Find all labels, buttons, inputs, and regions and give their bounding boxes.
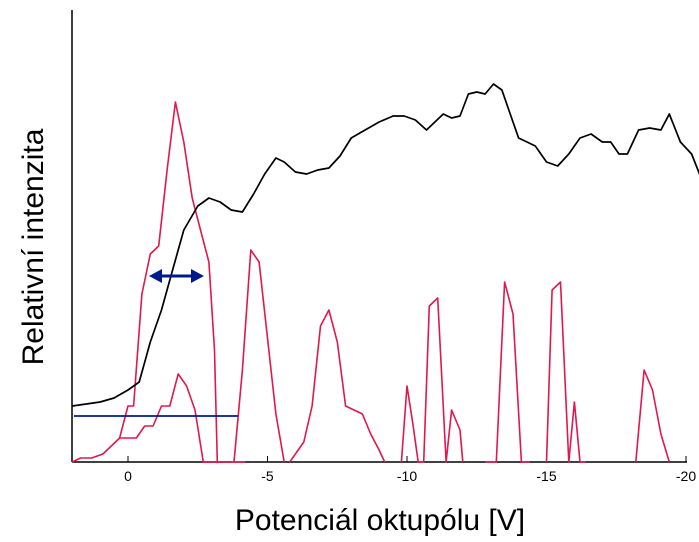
x-tick-label: -15: [536, 468, 556, 484]
series-red-peak: [400, 297, 464, 463]
x-tick-label: -20: [676, 468, 696, 484]
x-tick-label: -5: [261, 468, 274, 484]
x-axis-title: Potenciál oktupólu [V]: [235, 504, 525, 537]
x-tick-label: 0: [124, 468, 132, 484]
x-tick-label: -10: [397, 468, 417, 484]
series-red-main-peak: [118, 101, 219, 463]
y-axis-title: Relativní intenzita: [17, 128, 50, 365]
series-red: [71, 101, 671, 463]
fwhm-arrowhead-right: [191, 269, 204, 283]
series-black: [72, 83, 699, 407]
series-red-peak: [545, 281, 586, 463]
series-red-peak: [289, 309, 386, 463]
fwhm-annotation: [149, 269, 204, 283]
series-red-line: [71, 373, 232, 463]
series-red-peak: [635, 369, 671, 463]
series-red-peak: [485, 281, 530, 463]
fwhm-arrowhead-left: [149, 269, 162, 283]
series-black-line: [72, 83, 699, 407]
series-red-peak: [233, 249, 285, 463]
x-ticks: 0 -5 -10 -15 -20: [124, 456, 696, 484]
